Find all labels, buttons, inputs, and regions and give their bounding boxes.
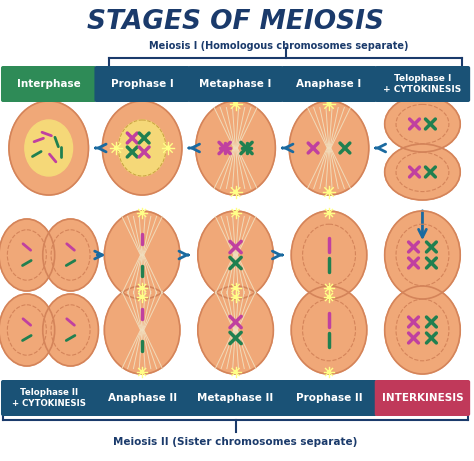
Ellipse shape [385,286,460,374]
Text: Prophase I: Prophase I [111,79,173,89]
FancyBboxPatch shape [1,66,96,102]
Circle shape [234,212,237,214]
Text: Anaphase II: Anaphase II [108,393,177,403]
Ellipse shape [198,211,273,299]
Circle shape [327,190,331,194]
Ellipse shape [385,144,460,200]
Ellipse shape [0,294,55,366]
Text: Interphase: Interphase [17,79,81,89]
Ellipse shape [289,101,369,195]
Circle shape [234,296,237,299]
Text: Meiosis II (Sister chromosomes separate): Meiosis II (Sister chromosomes separate) [113,437,358,447]
Circle shape [141,371,144,373]
Circle shape [141,296,144,299]
Circle shape [115,146,118,150]
Ellipse shape [43,219,99,291]
Ellipse shape [196,101,275,195]
Circle shape [327,102,331,106]
Circle shape [328,296,330,299]
Text: INTERKINESIS: INTERKINESIS [382,393,463,403]
Ellipse shape [385,211,460,299]
Text: Metaphase I: Metaphase I [200,79,272,89]
Circle shape [141,286,144,290]
Ellipse shape [291,211,367,299]
Ellipse shape [291,286,367,374]
FancyBboxPatch shape [281,66,377,102]
Circle shape [234,286,237,290]
Ellipse shape [104,286,180,374]
Ellipse shape [385,96,460,152]
Circle shape [234,102,237,106]
Ellipse shape [25,120,73,176]
FancyBboxPatch shape [375,66,470,102]
Text: Telophase I
+ CYTOKINESIS: Telophase I + CYTOKINESIS [383,74,462,94]
FancyBboxPatch shape [375,380,470,416]
Circle shape [141,212,144,214]
Circle shape [328,212,330,214]
Ellipse shape [118,120,166,176]
Ellipse shape [198,286,273,374]
Text: Prophase II: Prophase II [296,393,362,403]
Ellipse shape [104,211,180,299]
Ellipse shape [102,101,182,195]
Text: Telophase II
+ CYTOKINESIS: Telophase II + CYTOKINESIS [12,388,86,408]
FancyBboxPatch shape [94,66,190,102]
Circle shape [166,146,170,150]
Text: Anaphase I: Anaphase I [296,79,362,89]
Text: Meiosis I (Homologous chromosomes separate): Meiosis I (Homologous chromosomes separa… [148,41,408,51]
Circle shape [234,371,237,373]
Circle shape [328,286,330,290]
Circle shape [328,371,330,373]
FancyBboxPatch shape [1,380,377,416]
Circle shape [234,190,237,194]
Ellipse shape [9,101,89,195]
Ellipse shape [0,219,55,291]
Text: STAGES OF MEIOSIS: STAGES OF MEIOSIS [87,9,384,35]
Ellipse shape [43,294,99,366]
FancyBboxPatch shape [188,66,283,102]
Text: Metaphase II: Metaphase II [198,393,273,403]
